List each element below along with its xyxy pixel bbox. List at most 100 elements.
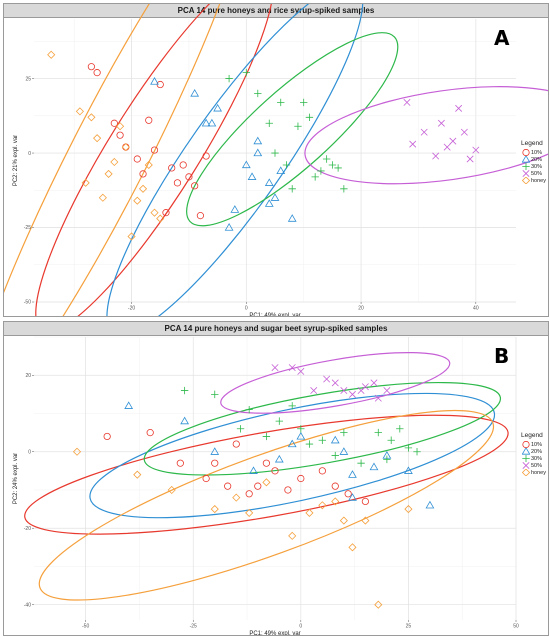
series-honey	[47, 50, 165, 241]
data-point	[168, 164, 176, 172]
legend-item: 20%	[521, 448, 546, 455]
legend-key	[521, 156, 531, 163]
panel-b: PCA 14 pure honeys and sugar beet syrup-…	[3, 321, 549, 636]
data-point	[310, 387, 318, 395]
legend-key	[521, 469, 531, 476]
data-point	[116, 131, 124, 139]
data-point	[288, 402, 296, 410]
data-point	[296, 431, 306, 440]
data-point	[340, 387, 348, 395]
data-point	[348, 470, 357, 478]
legend-key	[521, 448, 531, 455]
data-point	[271, 467, 279, 475]
data-point	[191, 182, 199, 190]
data-point	[87, 113, 96, 122]
x-tick-label: 0	[299, 624, 302, 630]
x-tick-label: 25	[406, 624, 412, 630]
legend-a-title: Legend	[521, 140, 543, 147]
data-point	[72, 447, 82, 456]
data-point	[275, 417, 284, 425]
data-point	[242, 68, 251, 77]
data-point	[133, 196, 142, 205]
data-point	[318, 436, 327, 444]
data-point	[274, 454, 284, 463]
plot-area	[34, 19, 516, 302]
data-point	[396, 425, 404, 433]
data-point	[370, 379, 378, 387]
data-point	[317, 167, 325, 175]
legend-label: 10%	[531, 149, 543, 156]
data-point	[318, 467, 326, 475]
x-tick-label: 50	[513, 624, 519, 630]
confidence-ellipse	[186, 32, 399, 227]
data-point	[403, 98, 411, 106]
data-point	[420, 128, 428, 136]
data-point	[404, 444, 413, 452]
legend-key	[521, 149, 531, 156]
data-point	[262, 459, 270, 467]
data-point	[202, 152, 210, 160]
data-point	[287, 439, 297, 448]
series-20pct	[150, 77, 297, 231]
data-point	[224, 223, 234, 231]
confidence-ellipse	[4, 4, 247, 316]
panel-a: PCA 14 pure honeys and rice syrup-spiked…	[3, 3, 549, 317]
data-point	[210, 447, 220, 455]
data-point	[340, 185, 348, 193]
legend-label: 30%	[531, 455, 543, 462]
data-point	[357, 459, 365, 467]
data-point	[245, 490, 253, 498]
series-honey	[72, 447, 413, 609]
data-point	[138, 184, 148, 193]
legend-label: 10%	[531, 441, 543, 448]
data-point	[331, 379, 339, 387]
data-point	[361, 497, 369, 506]
legend-key	[521, 177, 531, 184]
data-point	[387, 436, 395, 444]
series-50pct	[271, 364, 391, 402]
legend-item: 30%	[521, 163, 546, 170]
data-point	[225, 74, 233, 83]
data-point	[201, 118, 211, 127]
x-tick-label: -50	[82, 624, 89, 630]
x-axis-label: PC1: 49% expl. var	[249, 313, 300, 316]
legend-item: 10%	[521, 149, 546, 156]
legend-label: 20%	[531, 156, 543, 163]
data-point	[87, 63, 95, 71]
data-point	[245, 405, 253, 414]
data-point	[162, 209, 170, 217]
data-point	[180, 386, 189, 395]
data-point	[437, 119, 445, 127]
data-point	[374, 428, 382, 437]
data-point	[241, 160, 251, 169]
data-point	[331, 497, 340, 506]
legend-item: 20%	[521, 156, 546, 163]
data-point	[331, 482, 339, 490]
data-point	[331, 451, 339, 460]
data-point	[224, 482, 232, 490]
data-point	[47, 50, 56, 59]
legend-label: 50%	[531, 462, 543, 469]
data-point	[277, 98, 285, 107]
data-point	[271, 364, 279, 372]
data-point	[98, 193, 107, 202]
data-point	[305, 440, 314, 448]
legend-item: 50%	[521, 462, 546, 469]
legend-marker	[522, 163, 530, 170]
data-point	[311, 173, 319, 181]
data-point	[81, 178, 90, 187]
axes: -50 -25 0 25 50 20 0 -20 -40 PC1: 49% expl. var PC…	[13, 373, 519, 635]
data-point	[369, 462, 379, 471]
legend-item: 50%	[521, 170, 546, 177]
data-point	[202, 474, 210, 483]
data-point	[156, 214, 165, 223]
data-point	[103, 432, 111, 441]
legend-key	[521, 462, 531, 469]
legend-marker	[522, 441, 530, 448]
data-point	[404, 505, 413, 514]
confidence-ellipse	[24, 414, 509, 535]
data-point	[284, 486, 292, 494]
data-point	[232, 493, 241, 502]
legend-item: honey	[521, 177, 546, 184]
data-point	[404, 466, 413, 474]
